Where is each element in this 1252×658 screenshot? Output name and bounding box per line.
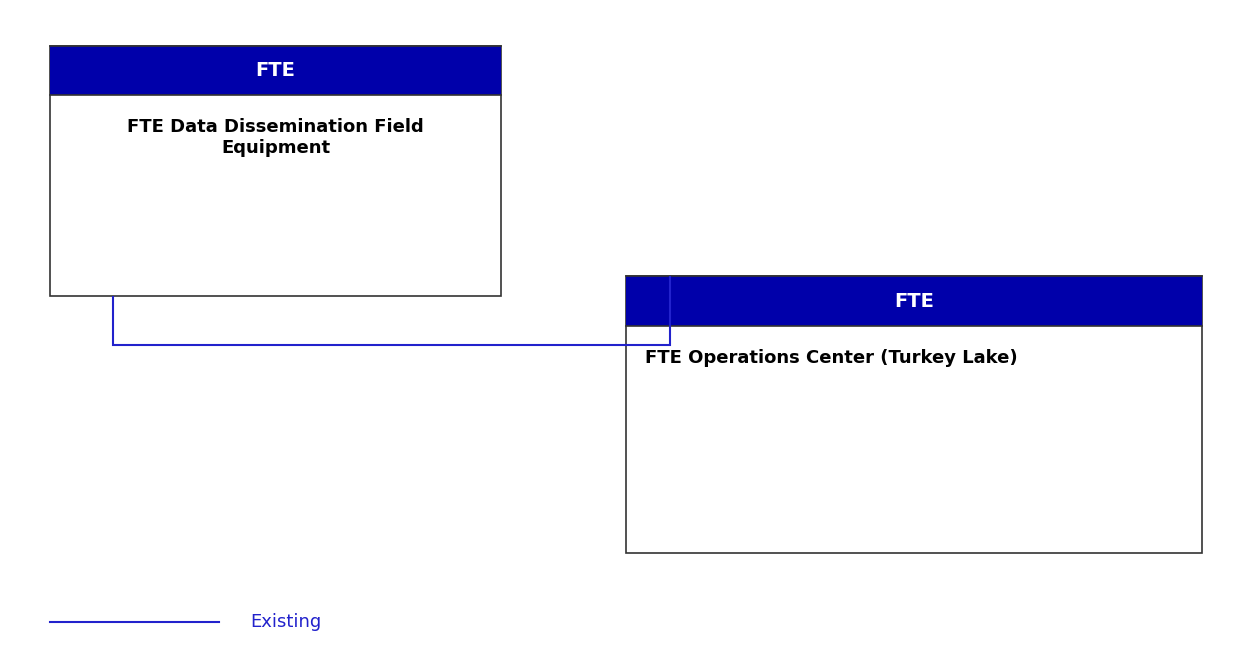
- Text: FTE Operations Center (Turkey Lake): FTE Operations Center (Turkey Lake): [645, 349, 1018, 367]
- Bar: [626, 276, 1202, 553]
- Bar: [50, 46, 501, 95]
- Text: FTE: FTE: [894, 291, 934, 311]
- Text: FTE Data Dissemination Field
Equipment: FTE Data Dissemination Field Equipment: [126, 118, 424, 157]
- Bar: [50, 46, 501, 296]
- Text: Existing: Existing: [250, 613, 322, 631]
- Bar: [626, 276, 1202, 326]
- Text: FTE: FTE: [255, 61, 295, 80]
